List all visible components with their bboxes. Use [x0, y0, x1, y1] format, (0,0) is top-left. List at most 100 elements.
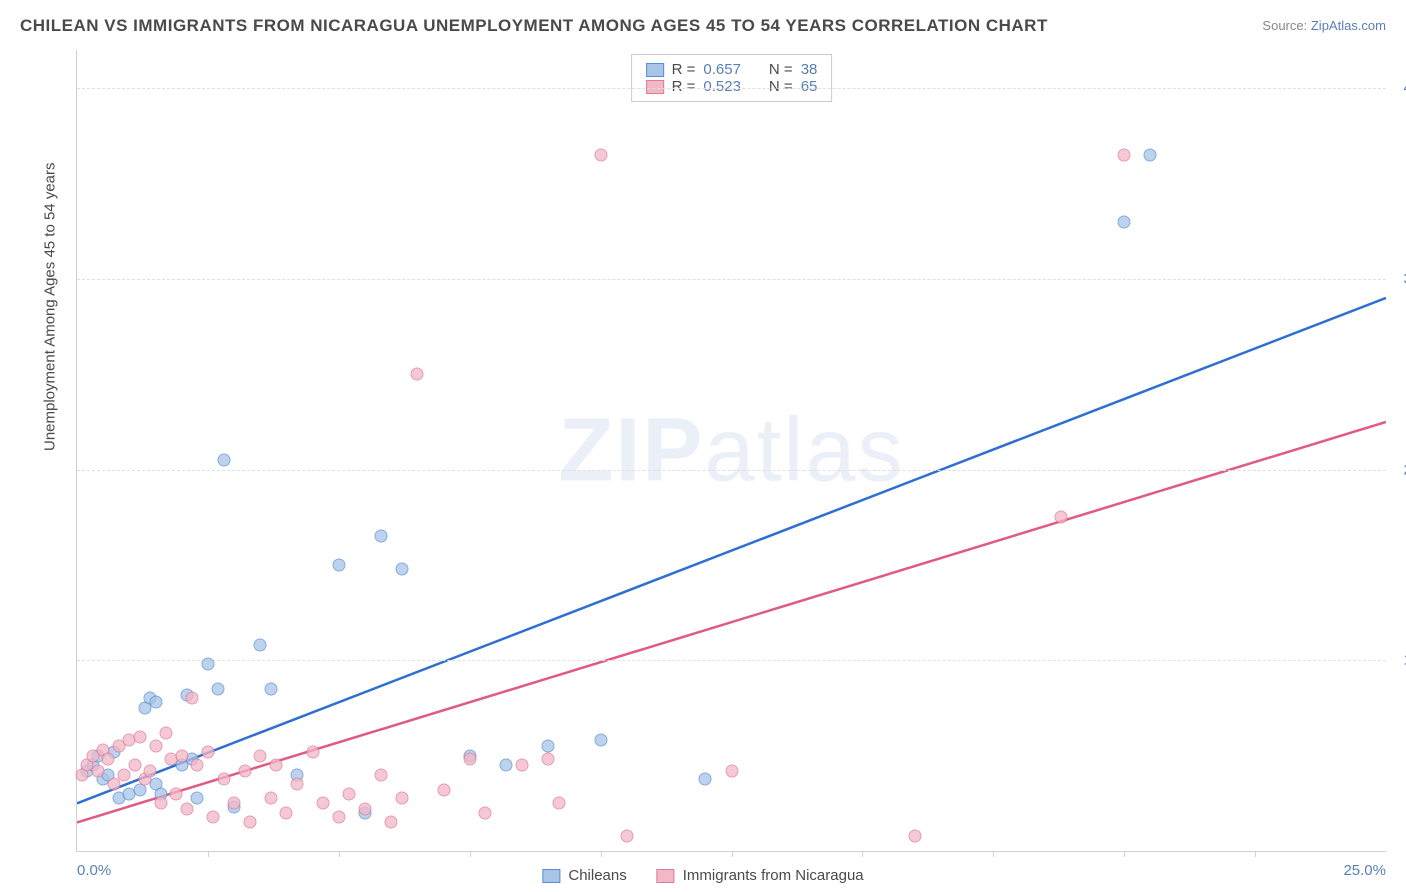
scatter-point: [542, 740, 555, 753]
legend-label: Chileans: [568, 867, 626, 884]
scatter-point: [128, 759, 141, 772]
legend-item: Chileans: [542, 867, 626, 884]
scatter-point: [160, 726, 173, 739]
scatter-point: [280, 806, 293, 819]
scatter-point: [238, 764, 251, 777]
x-tick-mark: [208, 851, 209, 857]
scatter-point: [908, 829, 921, 842]
scatter-point: [1055, 511, 1068, 524]
scatter-point: [306, 745, 319, 758]
source-value: ZipAtlas.com: [1311, 18, 1386, 33]
x-tick-mark: [339, 851, 340, 857]
scatter-point: [118, 768, 131, 781]
scatter-point: [217, 772, 230, 785]
x-tick-mark: [470, 851, 471, 857]
scatter-point: [542, 753, 555, 766]
scatter-point: [133, 783, 146, 796]
n-value: 65: [801, 78, 818, 95]
r-value: 0.657: [703, 61, 741, 78]
gridline: [77, 279, 1386, 280]
scatter-point: [516, 759, 529, 772]
scatter-point: [385, 816, 398, 829]
scatter-point: [91, 764, 104, 777]
legend-row: R = 0.523 N = 65: [646, 78, 818, 95]
scatter-point: [290, 778, 303, 791]
scatter-point: [144, 764, 157, 777]
n-value: 38: [801, 61, 818, 78]
scatter-point: [1144, 148, 1157, 161]
scatter-point: [201, 658, 214, 671]
scatter-point: [243, 816, 256, 829]
x-tick-mark: [1124, 851, 1125, 857]
x-tick-mark: [601, 851, 602, 857]
scatter-point: [395, 562, 408, 575]
scatter-point: [264, 791, 277, 804]
x-tick-mark: [993, 851, 994, 857]
scatter-point: [317, 797, 330, 810]
n-label: N =: [769, 78, 793, 95]
scatter-point: [725, 764, 738, 777]
trend-line: [77, 298, 1386, 803]
scatter-point: [191, 791, 204, 804]
scatter-point: [620, 829, 633, 842]
scatter-point: [699, 772, 712, 785]
scatter-point: [170, 787, 183, 800]
scatter-point: [102, 753, 115, 766]
scatter-point: [254, 639, 267, 652]
scatter-point: [149, 740, 162, 753]
scatter-point: [217, 454, 230, 467]
scatter-point: [201, 745, 214, 758]
n-label: N =: [769, 61, 793, 78]
legend-swatch: [657, 869, 675, 883]
gridline: [77, 88, 1386, 89]
legend-item: Immigrants from Nicaragua: [657, 867, 864, 884]
scatter-point: [207, 810, 220, 823]
r-value: 0.523: [703, 78, 741, 95]
scatter-point: [133, 730, 146, 743]
x-tick-label: 0.0%: [77, 862, 111, 879]
scatter-point: [191, 759, 204, 772]
scatter-point: [594, 148, 607, 161]
legend-row: R =0.657N =38: [646, 61, 818, 78]
scatter-point: [343, 787, 356, 800]
scatter-point: [269, 759, 282, 772]
scatter-point: [395, 791, 408, 804]
legend-swatch: [646, 63, 664, 77]
scatter-point: [374, 530, 387, 543]
chart-source: Source: ZipAtlas.com: [1262, 18, 1386, 33]
scatter-point: [149, 696, 162, 709]
correlation-legend: R = 0.657 N = 38R = 0.523 N = 65: [631, 54, 833, 102]
chart-title: CHILEAN VS IMMIGRANTS FROM NICARAGUA UNE…: [20, 16, 1048, 36]
scatter-point: [254, 749, 267, 762]
scatter-point: [154, 797, 167, 810]
scatter-point: [594, 734, 607, 747]
scatter-point: [411, 368, 424, 381]
y-axis-label: Unemployment Among Ages 45 to 54 years: [42, 162, 59, 451]
x-tick-mark: [862, 851, 863, 857]
r-label: R =: [672, 78, 696, 95]
watermark-light: atlas: [704, 400, 904, 500]
watermark: ZIPatlas: [558, 399, 904, 502]
gridline: [77, 660, 1386, 661]
scatter-point: [212, 682, 225, 695]
scatter-point: [180, 803, 193, 816]
scatter-point: [552, 797, 565, 810]
scatter-point: [264, 682, 277, 695]
scatter-point: [358, 803, 371, 816]
scatter-point: [186, 692, 199, 705]
scatter-point: [374, 768, 387, 781]
plot-region: ZIPatlas R =0.657N =38R =0.523N =65 10.0…: [76, 50, 1386, 852]
scatter-point: [500, 759, 513, 772]
legend-label: Immigrants from Nicaragua: [683, 867, 864, 884]
scatter-point: [107, 778, 120, 791]
scatter-point: [1118, 148, 1131, 161]
scatter-point: [463, 753, 476, 766]
legend-swatch: [646, 80, 664, 94]
x-tick-label: 25.0%: [1343, 862, 1386, 879]
trend-lines: [77, 50, 1386, 851]
chart-area: Unemployment Among Ages 45 to 54 years Z…: [50, 50, 1386, 852]
scatter-point: [437, 783, 450, 796]
scatter-point: [332, 810, 345, 823]
scatter-point: [175, 749, 188, 762]
legend-swatch: [542, 869, 560, 883]
